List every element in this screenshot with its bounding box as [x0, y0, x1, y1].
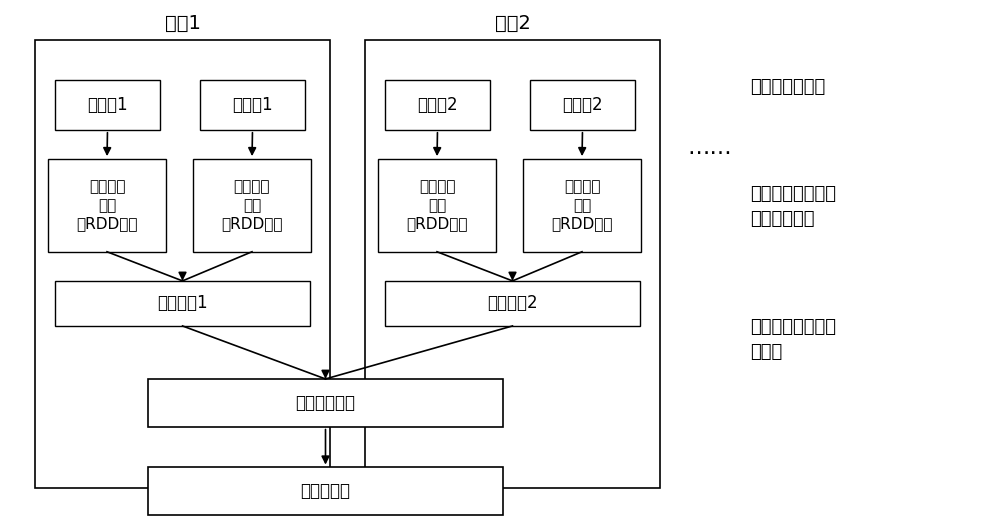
Bar [35, 40, 330, 488]
Text: 结合子特征策略进
行抽样: 结合子特征策略进 行抽样 [750, 317, 836, 361]
Bar [193, 159, 311, 252]
Text: 数据块2: 数据块2 [417, 96, 458, 113]
Bar [365, 40, 660, 488]
Text: 确定切分点: 确定切分点 [300, 482, 351, 500]
Text: 分布式数
据集
（RDD块）: 分布式数 据集 （RDD块） [551, 179, 613, 232]
Bar [148, 467, 503, 515]
Text: 节点2: 节点2 [495, 14, 530, 33]
Text: 节点1: 节点1 [165, 14, 200, 33]
Text: 分布式数
据集
（RDD块）: 分布式数 据集 （RDD块） [76, 179, 138, 232]
Text: 计算特征点纯度并
开展抽样工作: 计算特征点纯度并 开展抽样工作 [750, 185, 836, 228]
Bar [530, 80, 635, 130]
Bar [385, 281, 640, 326]
Text: 数据块1: 数据块1 [232, 96, 273, 113]
Bar [55, 80, 160, 130]
Bar [378, 159, 496, 252]
Bar [385, 80, 490, 130]
Bar [523, 159, 641, 252]
Text: 开始位置标签: 开始位置标签 [296, 394, 356, 412]
Text: 抽样结果2: 抽样结果2 [487, 295, 538, 312]
Text: 抽样结果1: 抽样结果1 [157, 295, 208, 312]
Bar [148, 379, 503, 427]
Bar [55, 281, 310, 326]
Text: 分布式数
据集
（RDD块）: 分布式数 据集 （RDD块） [221, 179, 283, 232]
Text: 输入分布式系统: 输入分布式系统 [750, 78, 825, 96]
Text: 分布式数
据集
（RDD块）: 分布式数 据集 （RDD块） [406, 179, 468, 232]
Bar [200, 80, 305, 130]
Text: 数据块1: 数据块1 [87, 96, 128, 113]
Text: 数据块2: 数据块2 [562, 96, 603, 113]
Bar [48, 159, 166, 252]
Text: ……: …… [688, 138, 732, 158]
